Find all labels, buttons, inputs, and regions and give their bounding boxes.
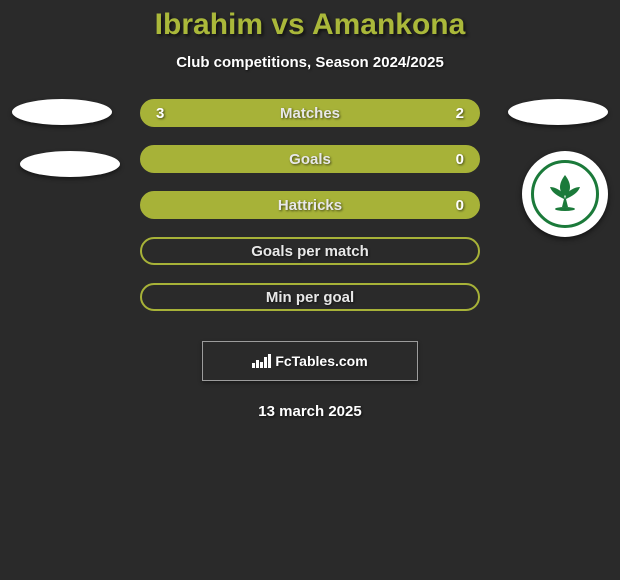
club-crest-right [522,151,608,237]
brand-label: FcTables.com [252,353,367,369]
stat-row: Goals 0 [140,145,480,173]
brand-prefix: Fc [275,353,291,369]
page-subtitle: Club competitions, Season 2024/2025 [176,54,444,71]
brand-suffix: Tables.com [292,353,368,369]
brand-box[interactable]: FcTables.com [202,341,418,381]
stat-label: Min per goal [266,289,354,306]
stat-right-value: 2 [456,105,464,122]
player-badge-left-2 [20,151,120,177]
player-badge-left-1 [12,99,112,125]
stat-label: Hattricks [278,197,342,214]
stat-row: Goals per match [140,237,480,265]
date-label: 13 march 2025 [258,403,361,420]
crest-ring [531,160,599,228]
stat-row: Hattricks 0 [140,191,480,219]
stat-right-value: 0 [456,197,464,214]
stat-label: Matches [280,105,340,122]
stat-right-value: 0 [456,151,464,168]
stat-label: Goals per match [251,243,369,260]
stat-row: Min per goal [140,283,480,311]
stat-left-value: 3 [156,105,164,122]
player-badge-right-1 [508,99,608,125]
comparison-widget: Ibrahim vs Amankona Club competitions, S… [0,0,620,420]
stat-label: Goals [289,151,331,168]
stat-row: Matches 3 2 [140,99,480,127]
eagle-icon [542,169,588,220]
page-title: Ibrahim vs Amankona [155,8,466,42]
stats-section: Matches 3 2 Goals 0 Hattricks 0 Goals per match… [0,99,620,311]
chart-icon [252,354,271,368]
